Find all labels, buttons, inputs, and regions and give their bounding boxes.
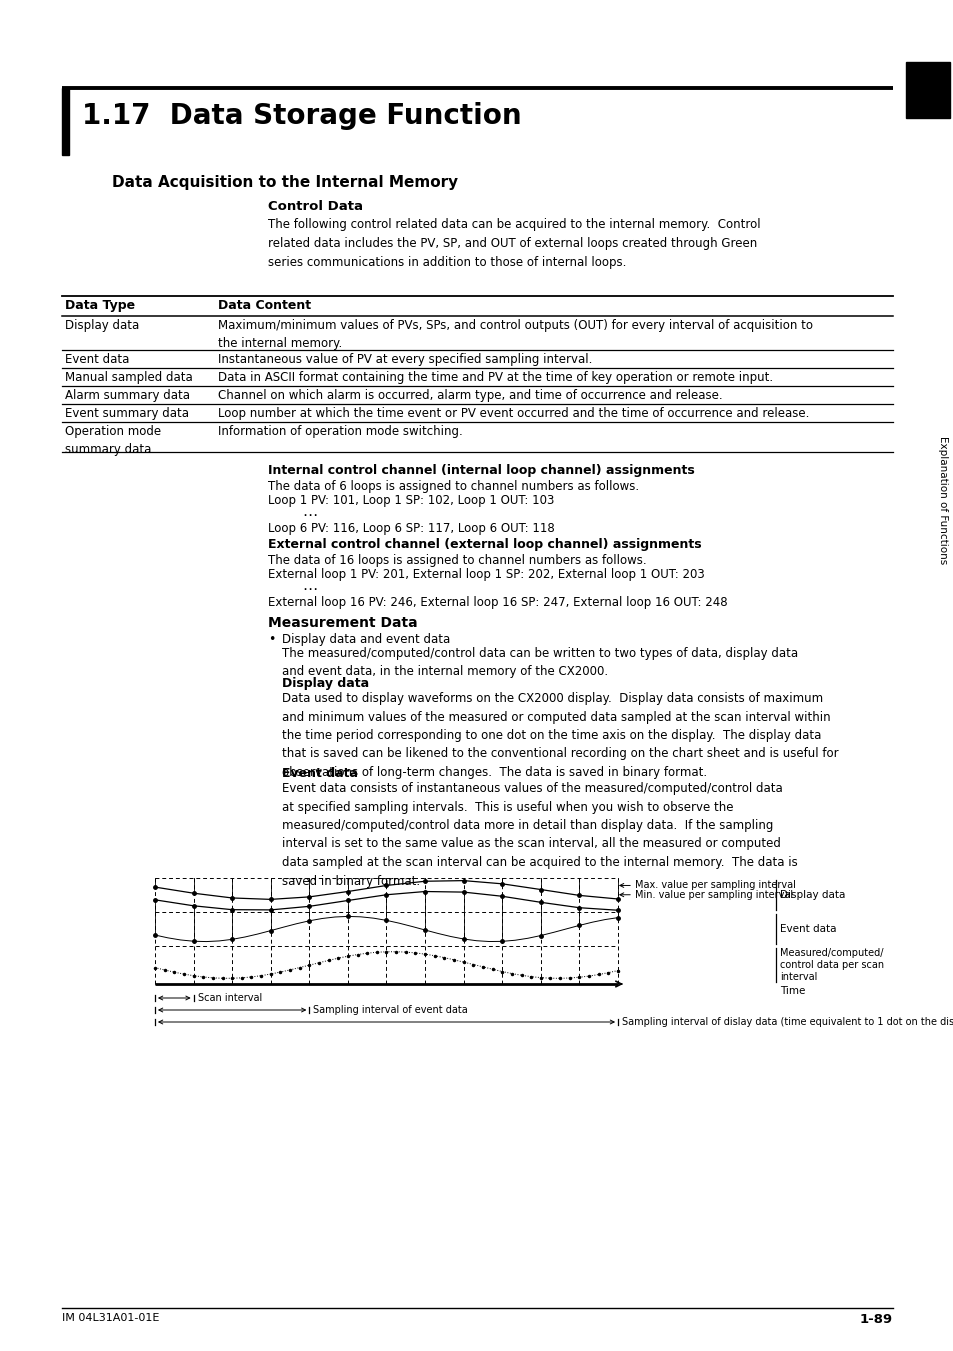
- Text: Channel on which alarm is occurred, alarm type, and time of occurrence and relea: Channel on which alarm is occurred, alar…: [218, 389, 721, 403]
- Text: The measured/computed/control data can be written to two types of data, display : The measured/computed/control data can b…: [282, 647, 798, 678]
- Text: 1-89: 1-89: [859, 1313, 892, 1325]
- Text: Explanation of Functions: Explanation of Functions: [937, 436, 947, 565]
- Text: External loop 1 PV: 201, External loop 1 SP: 202, External loop 1 OUT: 203: External loop 1 PV: 201, External loop 1…: [268, 567, 704, 581]
- Text: Loop number at which the time event or PV event occurred and the time of occurre: Loop number at which the time event or P…: [218, 407, 808, 420]
- Text: Scan interval: Scan interval: [197, 993, 261, 1002]
- Text: ⋯: ⋯: [302, 582, 317, 597]
- Text: 1: 1: [919, 105, 936, 128]
- Text: Maximum/minimum values of PVs, SPs, and control outputs (OUT) for every interval: Maximum/minimum values of PVs, SPs, and …: [218, 319, 812, 350]
- Text: Data Type: Data Type: [65, 299, 135, 312]
- Text: Event summary data: Event summary data: [65, 407, 189, 420]
- Text: Internal control channel (internal loop channel) assignments: Internal control channel (internal loop …: [268, 463, 694, 477]
- Text: Event data: Event data: [282, 767, 357, 780]
- Text: Instantaneous value of PV at every specified sampling interval.: Instantaneous value of PV at every speci…: [218, 353, 592, 366]
- Text: Data Acquisition to the Internal Memory: Data Acquisition to the Internal Memory: [112, 176, 457, 190]
- Text: Loop 6 PV: 116, Loop 6 SP: 117, Loop 6 OUT: 118: Loop 6 PV: 116, Loop 6 SP: 117, Loop 6 O…: [268, 521, 554, 535]
- Text: Display data: Display data: [780, 890, 844, 900]
- Text: •: •: [268, 634, 275, 646]
- Bar: [905, 62, 949, 118]
- Text: Min. value per sampling interval: Min. value per sampling interval: [635, 890, 792, 900]
- Text: Data in ASCII format containing the time and PV at the time of key operation or : Data in ASCII format containing the time…: [218, 372, 772, 384]
- Text: Sampling interval of dislay data (time equivalent to 1 dot on the display): Sampling interval of dislay data (time e…: [621, 1017, 953, 1027]
- Text: Control Data: Control Data: [268, 200, 363, 213]
- Text: Display data and event data: Display data and event data: [282, 634, 450, 646]
- Text: 1.17  Data Storage Function: 1.17 Data Storage Function: [82, 101, 521, 130]
- Text: Measured/computed/
control data per scan
interval: Measured/computed/ control data per scan…: [780, 948, 883, 982]
- Text: Manual sampled data: Manual sampled data: [65, 372, 193, 384]
- Text: The data of 6 loops is assigned to channel numbers as follows.: The data of 6 loops is assigned to chann…: [268, 480, 639, 493]
- Text: IM 04L31A01-01E: IM 04L31A01-01E: [62, 1313, 159, 1323]
- Text: Sampling interval of event data: Sampling interval of event data: [313, 1005, 468, 1015]
- Text: Time: Time: [780, 986, 804, 996]
- Text: Alarm summary data: Alarm summary data: [65, 389, 190, 403]
- Text: Loop 1 PV: 101, Loop 1 SP: 102, Loop 1 OUT: 103: Loop 1 PV: 101, Loop 1 SP: 102, Loop 1 O…: [268, 494, 554, 507]
- Text: External control channel (external loop channel) assignments: External control channel (external loop …: [268, 538, 700, 551]
- Text: Display data: Display data: [282, 677, 369, 690]
- Text: Event data: Event data: [65, 353, 130, 366]
- Text: Event data: Event data: [780, 924, 836, 934]
- Text: Operation mode
summary data: Operation mode summary data: [65, 426, 161, 457]
- Bar: [62, 88, 69, 155]
- Text: Data used to display waveforms on the CX2000 display.  Display data consists of : Data used to display waveforms on the CX…: [282, 692, 838, 780]
- Text: ⋯: ⋯: [302, 508, 317, 523]
- Text: Display data: Display data: [65, 319, 139, 332]
- Text: Measurement Data: Measurement Data: [268, 616, 417, 630]
- Text: Event data consists of instantaneous values of the measured/computed/control dat: Event data consists of instantaneous val…: [282, 782, 797, 888]
- Text: Data Content: Data Content: [218, 299, 311, 312]
- Text: The data of 16 loops is assigned to channel numbers as follows.: The data of 16 loops is assigned to chan…: [268, 554, 646, 567]
- Text: External loop 16 PV: 246, External loop 16 SP: 247, External loop 16 OUT: 248: External loop 16 PV: 246, External loop …: [268, 596, 727, 609]
- Text: Information of operation mode switching.: Information of operation mode switching.: [218, 426, 462, 438]
- Text: The following control related data can be acquired to the internal memory.  Cont: The following control related data can b…: [268, 218, 760, 269]
- Text: Max. value per sampling interval: Max. value per sampling interval: [635, 881, 795, 890]
